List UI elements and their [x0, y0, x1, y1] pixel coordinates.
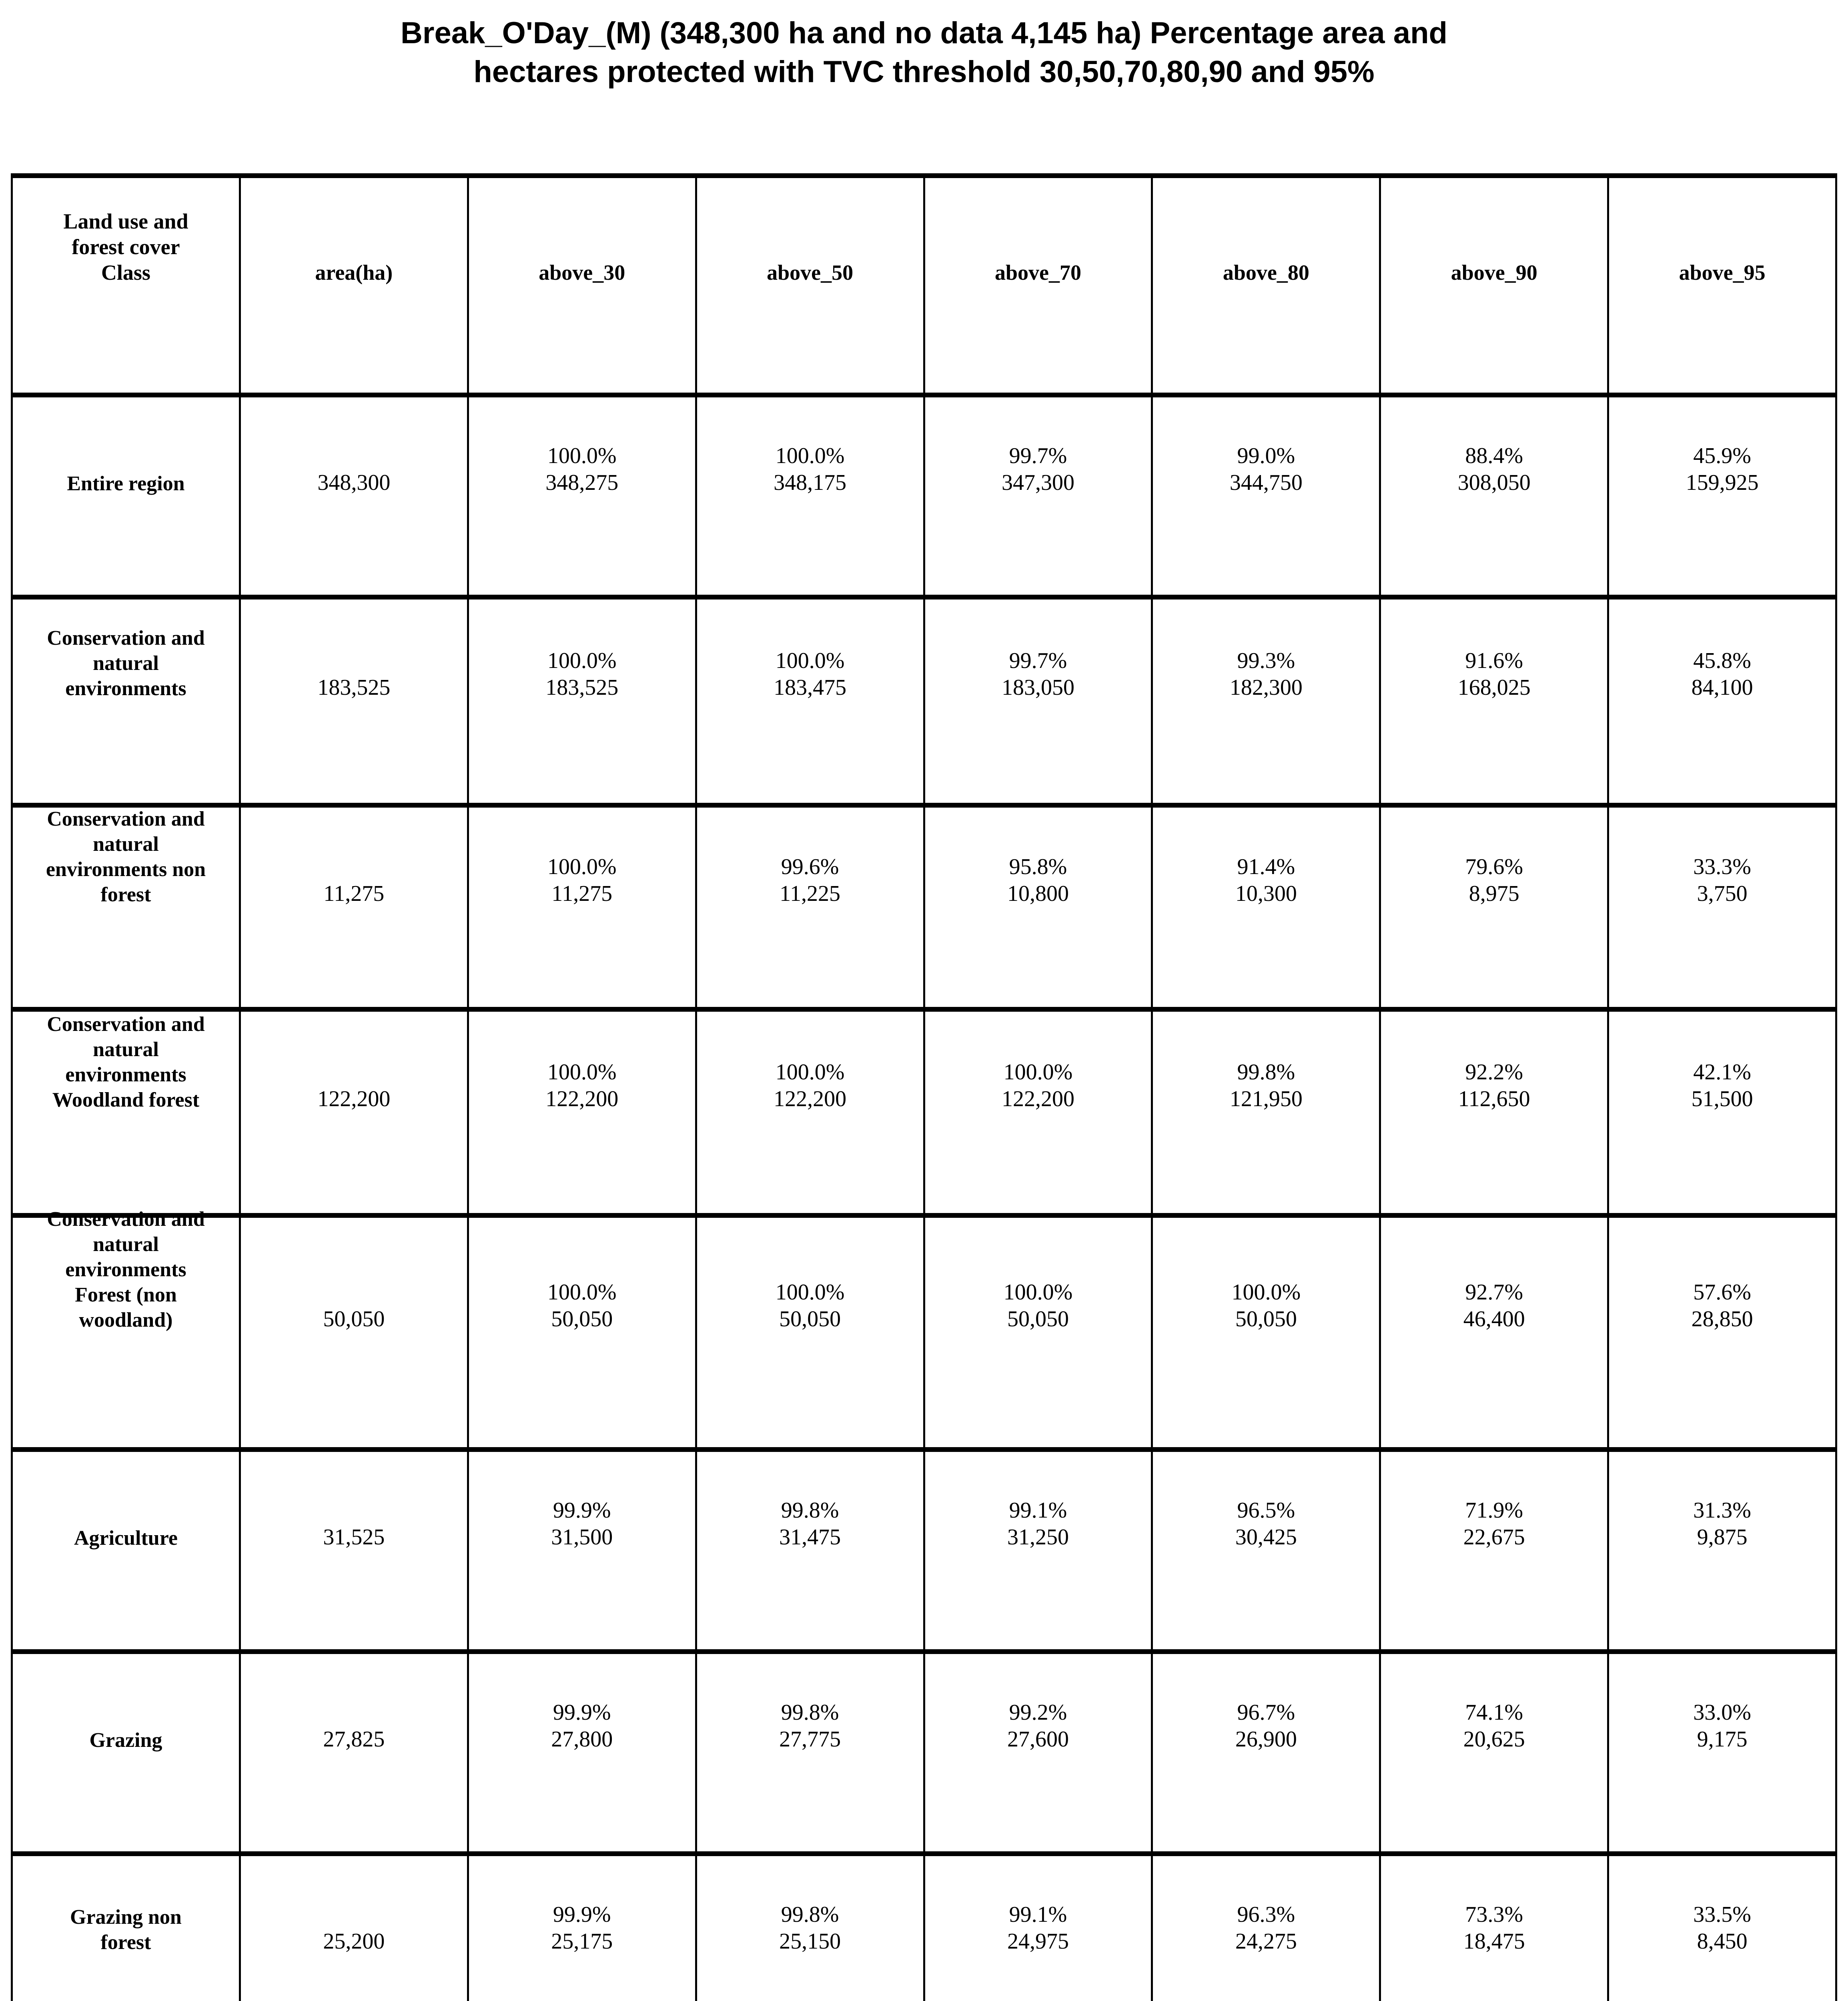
row-label-cell: Conservation and natural environments no…: [46, 808, 206, 906]
value-cell: 79.6% 8,975: [1379, 805, 1608, 1009]
area-cell: 25,200: [239, 1854, 468, 2001]
value-cell: 99.2% 27,600: [923, 1652, 1152, 1854]
value-cell: 99.0% 344,750: [1151, 395, 1380, 597]
value-cell: 71.9% 22,675: [1379, 1450, 1608, 1652]
value-cell: 100.0% 122,200: [695, 1009, 924, 1215]
value-cell: 100.0% 183,475: [695, 597, 924, 805]
value-cell: 100.0% 50,050: [923, 1215, 1152, 1450]
value-cell: 100.0% 50,050: [1151, 1215, 1380, 1450]
row-label-cell: Conservation and natural environments: [47, 627, 205, 700]
value-cell: 99.3% 182,300: [1151, 597, 1380, 805]
value-cell: 99.7% 347,300: [923, 395, 1152, 597]
value-cell: 99.9% 25,175: [467, 1854, 696, 2001]
value-cell: 100.0% 50,050: [467, 1215, 696, 1450]
area-cell: 122,200: [239, 1009, 468, 1215]
column-header-above-90: above_90: [1379, 176, 1608, 395]
value-cell: 33.3% 3,750: [1607, 805, 1836, 1009]
column-header-above-50: above_50: [695, 176, 924, 395]
value-cell: 91.4% 10,300: [1151, 805, 1380, 1009]
value-cell: 31.3% 9,875: [1607, 1450, 1836, 1652]
value-cell: 92.2% 112,650: [1379, 1009, 1608, 1215]
row-label-cell: Conservation and natural environments Fo…: [47, 1207, 205, 1331]
value-cell: 33.5% 8,450: [1607, 1854, 1836, 2001]
value-cell: 73.3% 18,475: [1379, 1854, 1608, 2001]
table-row: Conservation and natural environments Fo…: [12, 1207, 1836, 1450]
column-header-class: Land use and forest cover Class: [63, 209, 188, 285]
value-cell: 100.0% 183,525: [467, 597, 696, 805]
value-cell: 100.0% 50,050: [695, 1215, 924, 1450]
column-header-above-80: above_80: [1151, 176, 1380, 395]
area-cell: 27,825: [239, 1652, 468, 1854]
value-cell: 96.5% 30,425: [1151, 1450, 1380, 1652]
table-row: Agriculture 31,525 99.9% 31,500 99.8% 31,4…: [12, 1450, 1836, 1652]
column-header-area: area(ha): [239, 176, 468, 395]
area-cell: 183,525: [239, 597, 468, 805]
area-cell: 31,525: [239, 1450, 468, 1652]
value-cell: 96.7% 26,900: [1151, 1652, 1380, 1854]
value-cell: 99.9% 27,800: [467, 1652, 696, 1854]
value-cell: 91.6% 168,025: [1379, 597, 1608, 805]
value-cell: 100.0% 348,175: [695, 395, 924, 597]
table-row: Grazing 27,825 99.9% 27,800 99.8% 27,775 9…: [12, 1652, 1836, 1854]
value-cell: 88.4% 308,050: [1379, 395, 1608, 597]
value-cell: 99.7% 183,050: [923, 597, 1152, 805]
row-label-cell: Agriculture: [74, 1526, 178, 1550]
value-cell: 99.8% 25,150: [695, 1854, 924, 2001]
column-header-above-95: above_95: [1607, 176, 1836, 395]
value-cell: 99.1% 31,250: [923, 1450, 1152, 1652]
value-cell: 92.7% 46,400: [1379, 1215, 1608, 1450]
table-row: Conservation and natural environments Wo…: [12, 1009, 1836, 1215]
value-cell: 95.8% 10,800: [923, 805, 1152, 1009]
value-cell: 99.8% 31,475: [695, 1450, 924, 1652]
table-row: Grazing non forest 25,200 99.9% 25,175 99…: [12, 1854, 1836, 2001]
value-cell: 100.0% 11,275: [467, 805, 696, 1009]
row-label-cell: Conservation and natural environments Wo…: [47, 1013, 205, 1111]
value-cell: 100.0% 122,200: [467, 1009, 696, 1215]
table-row: Conservation and natural environments no…: [12, 805, 1836, 1009]
table-row: Conservation and natural environments 18…: [12, 597, 1836, 805]
area-cell: 50,050: [239, 1215, 468, 1450]
page-title: Break_O'Day_(M) (348,300 ha and no data …: [401, 16, 1447, 89]
table-row: Entire region 348,300 100.0% 348,275 100.…: [12, 395, 1836, 597]
value-cell: 99.1% 24,975: [923, 1854, 1152, 2001]
value-cell: 99.8% 121,950: [1151, 1009, 1380, 1215]
value-cell: 33.0% 9,175: [1607, 1652, 1836, 1854]
value-cell: 99.6% 11,225: [695, 805, 924, 1009]
value-cell: 45.9% 159,925: [1607, 395, 1836, 597]
column-header-above-70: above_70: [923, 176, 1152, 395]
land-use-table: Land use and forest cover Class area(ha)…: [11, 173, 1837, 2001]
row-label-cell: Grazing: [89, 1728, 162, 1752]
area-cell: 11,275: [239, 805, 468, 1009]
row-label-cell: Grazing non forest: [70, 1905, 182, 1954]
value-cell: 100.0% 348,275: [467, 395, 696, 597]
value-cell: 99.8% 27,775: [695, 1652, 924, 1854]
value-cell: 57.6% 28,850: [1607, 1215, 1836, 1450]
area-cell: 348,300: [239, 395, 468, 597]
value-cell: 42.1% 51,500: [1607, 1009, 1836, 1215]
row-label-cell: Entire region: [67, 472, 185, 495]
value-cell: 45.8% 84,100: [1607, 597, 1836, 805]
value-cell: 96.3% 24,275: [1151, 1854, 1380, 2001]
value-cell: 100.0% 122,200: [923, 1009, 1152, 1215]
table-header-row: Land use and forest cover Class area(ha)…: [12, 176, 1836, 395]
value-cell: 99.9% 31,500: [467, 1450, 696, 1652]
value-cell: 74.1% 20,625: [1379, 1652, 1608, 1854]
column-header-above-30: above_30: [467, 176, 696, 395]
